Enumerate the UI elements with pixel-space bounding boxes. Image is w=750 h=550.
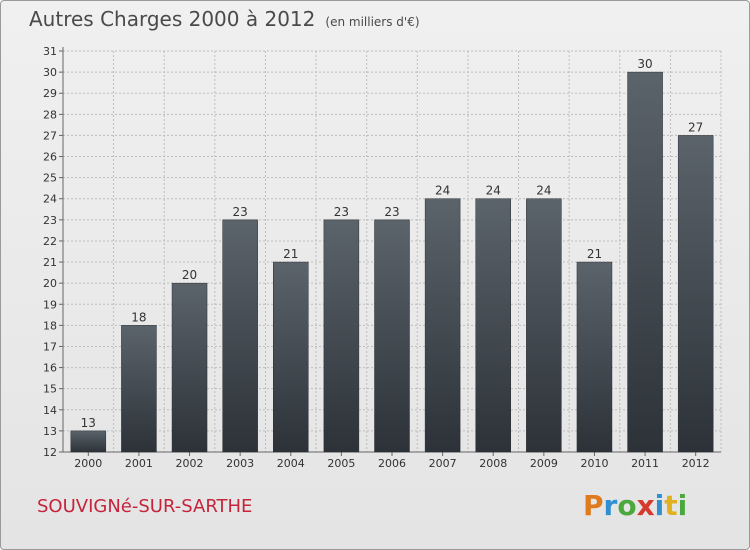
y-tick-label: 24 (43, 193, 57, 206)
x-tick-label: 2004 (277, 457, 305, 470)
proxiti-logo: Proxiti (583, 489, 687, 522)
logo-letter: o (617, 489, 637, 522)
x-tick-label: 2010 (580, 457, 608, 470)
data-label-2000: 13 (81, 416, 96, 430)
bar-2003 (222, 219, 258, 453)
logo-letter: t (664, 489, 678, 522)
y-tick-label: 27 (43, 129, 57, 142)
logo-letter: P (583, 489, 604, 522)
data-label-2007: 24 (435, 184, 450, 198)
x-tick-label: 2006 (378, 457, 406, 470)
bar-2000 (70, 430, 107, 453)
data-labels: 13 18 20 23 21 23 23 24 24 24 21 30 27 (81, 57, 704, 430)
data-label-2003: 23 (233, 205, 248, 219)
logo-letter: i (654, 489, 665, 522)
y-tick-label: 29 (43, 87, 57, 100)
bar-2004 (273, 261, 309, 453)
y-tick-label: 31 (43, 45, 57, 58)
bar-2001 (121, 325, 157, 453)
y-tick-label: 17 (43, 340, 57, 353)
bar-2012 (677, 135, 714, 453)
y-tick-label: 12 (43, 446, 57, 459)
bar-2009 (526, 198, 562, 453)
data-label-2009: 24 (536, 184, 551, 198)
x-tick-label: 2012 (682, 457, 710, 470)
data-label-2002: 20 (182, 268, 197, 282)
y-tick-label: 19 (43, 298, 57, 311)
x-tick-label: 2011 (631, 457, 659, 470)
data-label-2010: 21 (587, 247, 602, 261)
chart-title-text: Autres Charges 2000 à 2012 (29, 7, 316, 31)
data-label-2012: 27 (688, 120, 703, 134)
commune-name: SOUVIGNé-SUR-SARTHE (37, 496, 253, 517)
y-tick-label: 13 (43, 425, 57, 438)
y-tick-label: 18 (43, 319, 57, 332)
y-tick-label: 26 (43, 151, 57, 164)
x-tick-label: 2007 (429, 457, 457, 470)
y-tick-label: 20 (43, 277, 57, 290)
data-label-2001: 18 (131, 310, 146, 324)
bar-2011 (627, 71, 663, 453)
data-label-2008: 24 (486, 184, 501, 198)
chart-title: Autres Charges 2000 à 2012 (en milliers d… (29, 7, 420, 31)
x-tick-label: 2008 (479, 457, 507, 470)
bar-2008 (475, 198, 511, 453)
x-tick-label: 2009 (530, 457, 558, 470)
x-tick-label: 2000 (74, 457, 102, 470)
x-tick-label: 2003 (226, 457, 254, 470)
y-tick-label: 14 (43, 404, 57, 417)
y-tick-label: 25 (43, 172, 57, 185)
bar-2006 (374, 219, 410, 453)
data-label-2011: 30 (637, 57, 652, 71)
bar-2010 (576, 261, 613, 453)
logo-letter: x (636, 489, 655, 522)
bar-2005 (323, 219, 360, 453)
y-tick-label: 30 (43, 66, 57, 79)
data-label-2006: 23 (384, 205, 399, 219)
data-label-2005: 23 (334, 205, 349, 219)
x-tick-label: 2005 (327, 457, 355, 470)
bar-2007 (424, 198, 461, 453)
y-tick-label: 23 (43, 214, 57, 227)
y-tick-label: 15 (43, 383, 57, 396)
logo-letter: r (603, 489, 618, 522)
y-tick-label: 21 (43, 256, 57, 269)
y-tick-label: 16 (43, 362, 57, 375)
y-tick-label: 28 (43, 108, 57, 121)
bar-2002 (171, 282, 208, 453)
x-tick-label: 2001 (125, 457, 153, 470)
data-label-2004: 21 (283, 247, 298, 261)
y-tick-label: 22 (43, 235, 57, 248)
x-tick-label: 2002 (176, 457, 204, 470)
logo-letter: i (677, 489, 688, 522)
chart-subtitle: (en milliers d'€) (325, 15, 420, 29)
bars (70, 71, 714, 453)
